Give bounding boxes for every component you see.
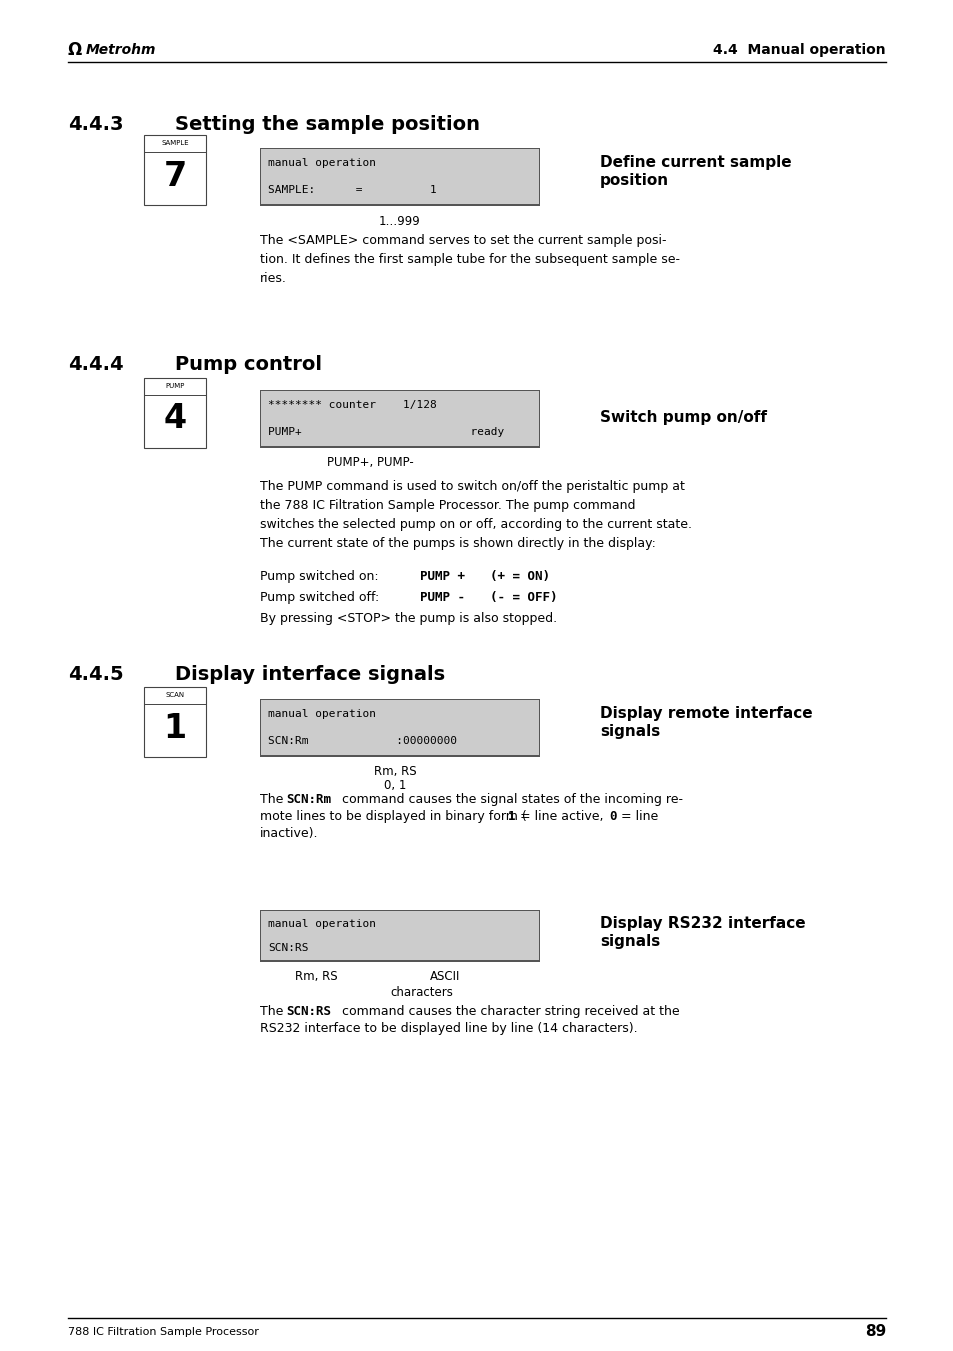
Text: manual operation: manual operation [268, 709, 375, 719]
Bar [260, 149, 539, 205]
Text: command causes the character string received at the: command causes the character string rece… [337, 1005, 679, 1019]
Bar [260, 390, 539, 449]
Text: PUMP+                         ready: PUMP+ ready [268, 427, 504, 436]
Text: manual operation: manual operation [268, 158, 375, 168]
Text: PUMP+, PUMP-: PUMP+, PUMP- [326, 457, 413, 469]
Text: characters: characters [390, 986, 453, 998]
Text: By pressing <STOP> the pump is also stopped.: By pressing <STOP> the pump is also stop… [260, 612, 557, 626]
Text: The: The [260, 1005, 287, 1019]
Text: ******** counter    1/128: ******** counter 1/128 [268, 400, 436, 409]
Text: (+ = ON): (+ = ON) [475, 570, 550, 584]
Text: Display interface signals: Display interface signals [174, 665, 445, 684]
Text: = line active,: = line active, [516, 811, 607, 823]
Text: SCN:Rm: SCN:Rm [286, 793, 331, 807]
Text: SAMPLE:      =          1: SAMPLE: = 1 [268, 185, 436, 195]
Bar [144, 135, 206, 205]
Text: The: The [260, 793, 287, 807]
Text: Setting the sample position: Setting the sample position [174, 115, 479, 134]
Text: 4.4.3: 4.4.3 [68, 115, 123, 134]
Text: signals: signals [599, 724, 659, 739]
Text: Ω: Ω [68, 41, 82, 59]
Text: SCAN: SCAN [165, 692, 184, 698]
Bar [144, 688, 206, 757]
Bar [260, 911, 539, 962]
Text: PUMP: PUMP [165, 382, 185, 389]
Bar [144, 378, 206, 449]
Text: Switch pump on/off: Switch pump on/off [599, 409, 766, 426]
Text: 1: 1 [163, 712, 187, 744]
Bar [261, 149, 538, 204]
Text: 0: 0 [608, 811, 616, 823]
Text: The PUMP command is used to switch on/off the peristaltic pump at
the 788 IC Fil: The PUMP command is used to switch on/of… [260, 480, 691, 550]
Text: signals: signals [599, 934, 659, 948]
Text: 4.4  Manual operation: 4.4 Manual operation [713, 43, 885, 57]
Text: Metrohm: Metrohm [86, 43, 156, 57]
Text: 4.4.5: 4.4.5 [68, 665, 124, 684]
Text: The <SAMPLE> command serves to set the current sample posi-
tion. It defines the: The <SAMPLE> command serves to set the c… [260, 234, 679, 285]
Text: manual operation: manual operation [268, 919, 375, 928]
Bar [261, 911, 538, 961]
Text: Display remote interface: Display remote interface [599, 707, 812, 721]
Text: command causes the signal states of the incoming re-: command causes the signal states of the … [337, 793, 682, 807]
Text: 4.4.4: 4.4.4 [68, 355, 124, 374]
Text: RS232 interface to be displayed line by line (14 characters).: RS232 interface to be displayed line by … [260, 1021, 637, 1035]
Text: SCN:Rm             :00000000: SCN:Rm :00000000 [268, 736, 456, 746]
Text: = line: = line [617, 811, 658, 823]
Text: SAMPLE: SAMPLE [161, 141, 189, 146]
Bar [261, 390, 538, 446]
Text: Rm, RS: Rm, RS [294, 970, 337, 984]
Text: 1: 1 [507, 811, 515, 823]
Text: position: position [599, 173, 668, 188]
Text: 4: 4 [163, 403, 187, 435]
Text: 1…999: 1…999 [378, 215, 420, 228]
Text: Pump switched off:: Pump switched off: [260, 590, 379, 604]
Text: SCN:RS: SCN:RS [268, 943, 308, 952]
Text: Pump control: Pump control [174, 355, 322, 374]
Text: (- = OFF): (- = OFF) [475, 590, 557, 604]
Text: mote lines to be displayed in binary form (: mote lines to be displayed in binary for… [260, 811, 526, 823]
Text: Rm, RS: Rm, RS [374, 765, 416, 778]
Bar [260, 698, 539, 757]
Bar [261, 700, 538, 755]
Text: 0, 1: 0, 1 [383, 780, 406, 792]
Text: Define current sample: Define current sample [599, 155, 791, 170]
Text: Pump switched on:: Pump switched on: [260, 570, 378, 584]
Text: Display RS232 interface: Display RS232 interface [599, 916, 804, 931]
Text: SCN:RS: SCN:RS [286, 1005, 331, 1019]
Text: PUMP +: PUMP + [419, 570, 464, 584]
Text: inactive).: inactive). [260, 827, 318, 840]
Text: ASCII: ASCII [430, 970, 460, 984]
Text: 788 IC Filtration Sample Processor: 788 IC Filtration Sample Processor [68, 1327, 258, 1337]
Text: PUMP -: PUMP - [419, 590, 464, 604]
Text: 89: 89 [863, 1324, 885, 1339]
Text: 7: 7 [163, 159, 187, 192]
